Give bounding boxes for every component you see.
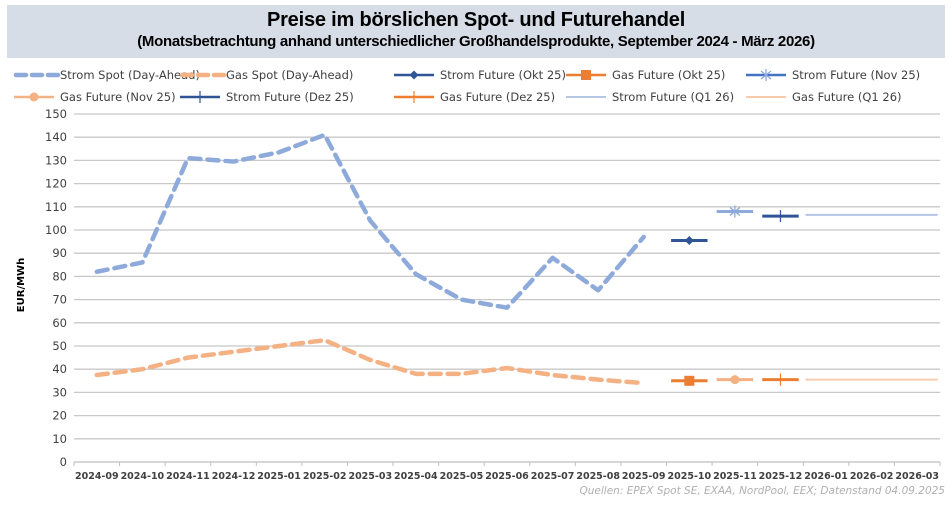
x-tick-label: 2025-08: [576, 471, 620, 482]
x-tick-label: 2025-04: [394, 471, 438, 482]
gridlines: [74, 113, 940, 440]
y-tick-label: 120: [45, 177, 67, 191]
data-point: [730, 375, 740, 385]
x-tick-label: 2025-06: [485, 471, 529, 482]
x-tick-label: 2024-12: [212, 471, 256, 482]
series-gas-spot-day-ahead: [94, 337, 646, 386]
legend-label: Strom Spot (Day-Ahead): [60, 68, 200, 82]
legend-item[interactable]: Strom Spot (Day-Ahead): [13, 68, 200, 82]
legend-item[interactable]: Gas Spot (Day-Ahead): [179, 68, 353, 82]
legend-item[interactable]: Gas Future (Okt 25): [566, 68, 725, 82]
x-tick-label: 2026-01: [804, 471, 848, 482]
y-tick-label: 10: [52, 432, 67, 446]
legend-item[interactable]: Strom Future (Okt 25): [394, 68, 566, 82]
x-tick-label: 2025-11: [713, 471, 757, 482]
x-tick-label: 2024-10: [121, 471, 165, 482]
legend-marker: [409, 70, 419, 80]
x-tick-label: 2025-05: [440, 471, 484, 482]
legend-marker: [581, 70, 591, 80]
legend-item[interactable]: Strom Future (Nov 25): [746, 68, 920, 82]
y-tick-label: 60: [52, 316, 67, 330]
x-tick-label: 2025-07: [531, 471, 575, 482]
legend-label: Gas Future (Q1 26): [792, 90, 902, 104]
series-gas-future-dez-25: [762, 373, 799, 386]
series-line: [94, 337, 646, 386]
y-tick-label: 0: [60, 455, 67, 469]
series-group: [94, 132, 938, 386]
x-axis: 2024-09 2024-10 2024-11 2024-12 2025-01 2025-…: [73, 461, 941, 482]
y-tick-label: 80: [52, 269, 67, 283]
y-tick-label: 40: [52, 362, 67, 376]
x-tick-label: 2025-01: [257, 471, 301, 482]
series-gas-future-nov-25: [716, 375, 754, 385]
series-strom-future-dez-25: [762, 210, 799, 223]
x-tick-label: 2025-02: [303, 471, 347, 482]
chart-title: Preise im börslichen Spot- und Futurehan…: [266, 9, 686, 31]
y-tick-label: 130: [45, 153, 67, 167]
y-tick-label: 30: [52, 385, 67, 399]
x-tick-label: 2026-03: [895, 471, 939, 482]
data-point: [684, 375, 695, 386]
y-axis-label: EUR/MWh: [16, 258, 27, 312]
y-tick-label: 150: [45, 107, 67, 121]
legend-label: Gas Future (Dez 25): [440, 90, 555, 104]
x-tick-label: 2025-03: [348, 471, 392, 482]
chart-header: Preise im börslichen Spot- und Futurehan…: [7, 5, 945, 58]
legend: Strom Spot (Day-Ahead) Gas Spot (Day-Ahea…: [13, 68, 920, 104]
y-tick-label: 110: [45, 200, 67, 214]
y-tick-label: 100: [45, 223, 67, 237]
y-axis-ticks: 0 10 20 30 40 50 60 70 80 90 100 110 120 130 140 150: [45, 107, 67, 469]
legend-label: Strom Future (Q1 26): [612, 90, 734, 104]
y-tick-label: 70: [52, 293, 67, 307]
series-line: [94, 132, 646, 310]
legend-item[interactable]: Gas Future (Nov 25): [14, 90, 176, 104]
legend-label: Strom Future (Okt 25): [440, 68, 566, 82]
chart-subtitle: (Monatsbetrachtung anhand unterschiedlic…: [137, 33, 815, 50]
source-annotation: Quellen: EPEX Spot SE, EXAA, NordPool, E…: [579, 485, 945, 497]
x-tick-label: 2025-10: [668, 471, 712, 482]
legend-item[interactable]: Gas Future (Q1 26): [746, 90, 902, 104]
legend-label: Gas Spot (Day-Ahead): [226, 68, 353, 82]
series-strom-future-okt-25: [671, 235, 708, 245]
legend-item[interactable]: Gas Future (Dez 25): [394, 90, 555, 104]
legend-item[interactable]: Strom Future (Q1 26): [566, 90, 734, 104]
y-tick-label: 140: [45, 130, 67, 144]
x-tick-label: 2025-09: [622, 471, 666, 482]
legend-label: Strom Future (Dez 25): [226, 90, 354, 104]
y-tick-label: 20: [52, 409, 67, 423]
x-tick-label: 2024-11: [166, 471, 210, 482]
x-tick-label: 2026-02: [850, 471, 894, 482]
legend-marker: [760, 69, 772, 81]
series-strom-future-nov-25: [716, 205, 754, 218]
data-point: [684, 235, 694, 245]
legend-label: Strom Future (Nov 25): [792, 68, 920, 82]
x-tick-label: 2024-09: [75, 471, 119, 482]
y-tick-label: 90: [52, 246, 67, 260]
y-tick-label: 50: [52, 339, 67, 353]
series-gas-future-okt-25: [671, 375, 708, 386]
legend-item[interactable]: Strom Future (Dez 25): [180, 90, 354, 104]
legend-label: Gas Future (Nov 25): [60, 90, 176, 104]
series-strom-spot-day-ahead: [94, 132, 646, 310]
legend-marker: [29, 92, 39, 102]
x-tick-label: 2025-12: [759, 471, 803, 482]
legend-label: Gas Future (Okt 25): [612, 68, 725, 82]
data-point: [729, 205, 741, 218]
